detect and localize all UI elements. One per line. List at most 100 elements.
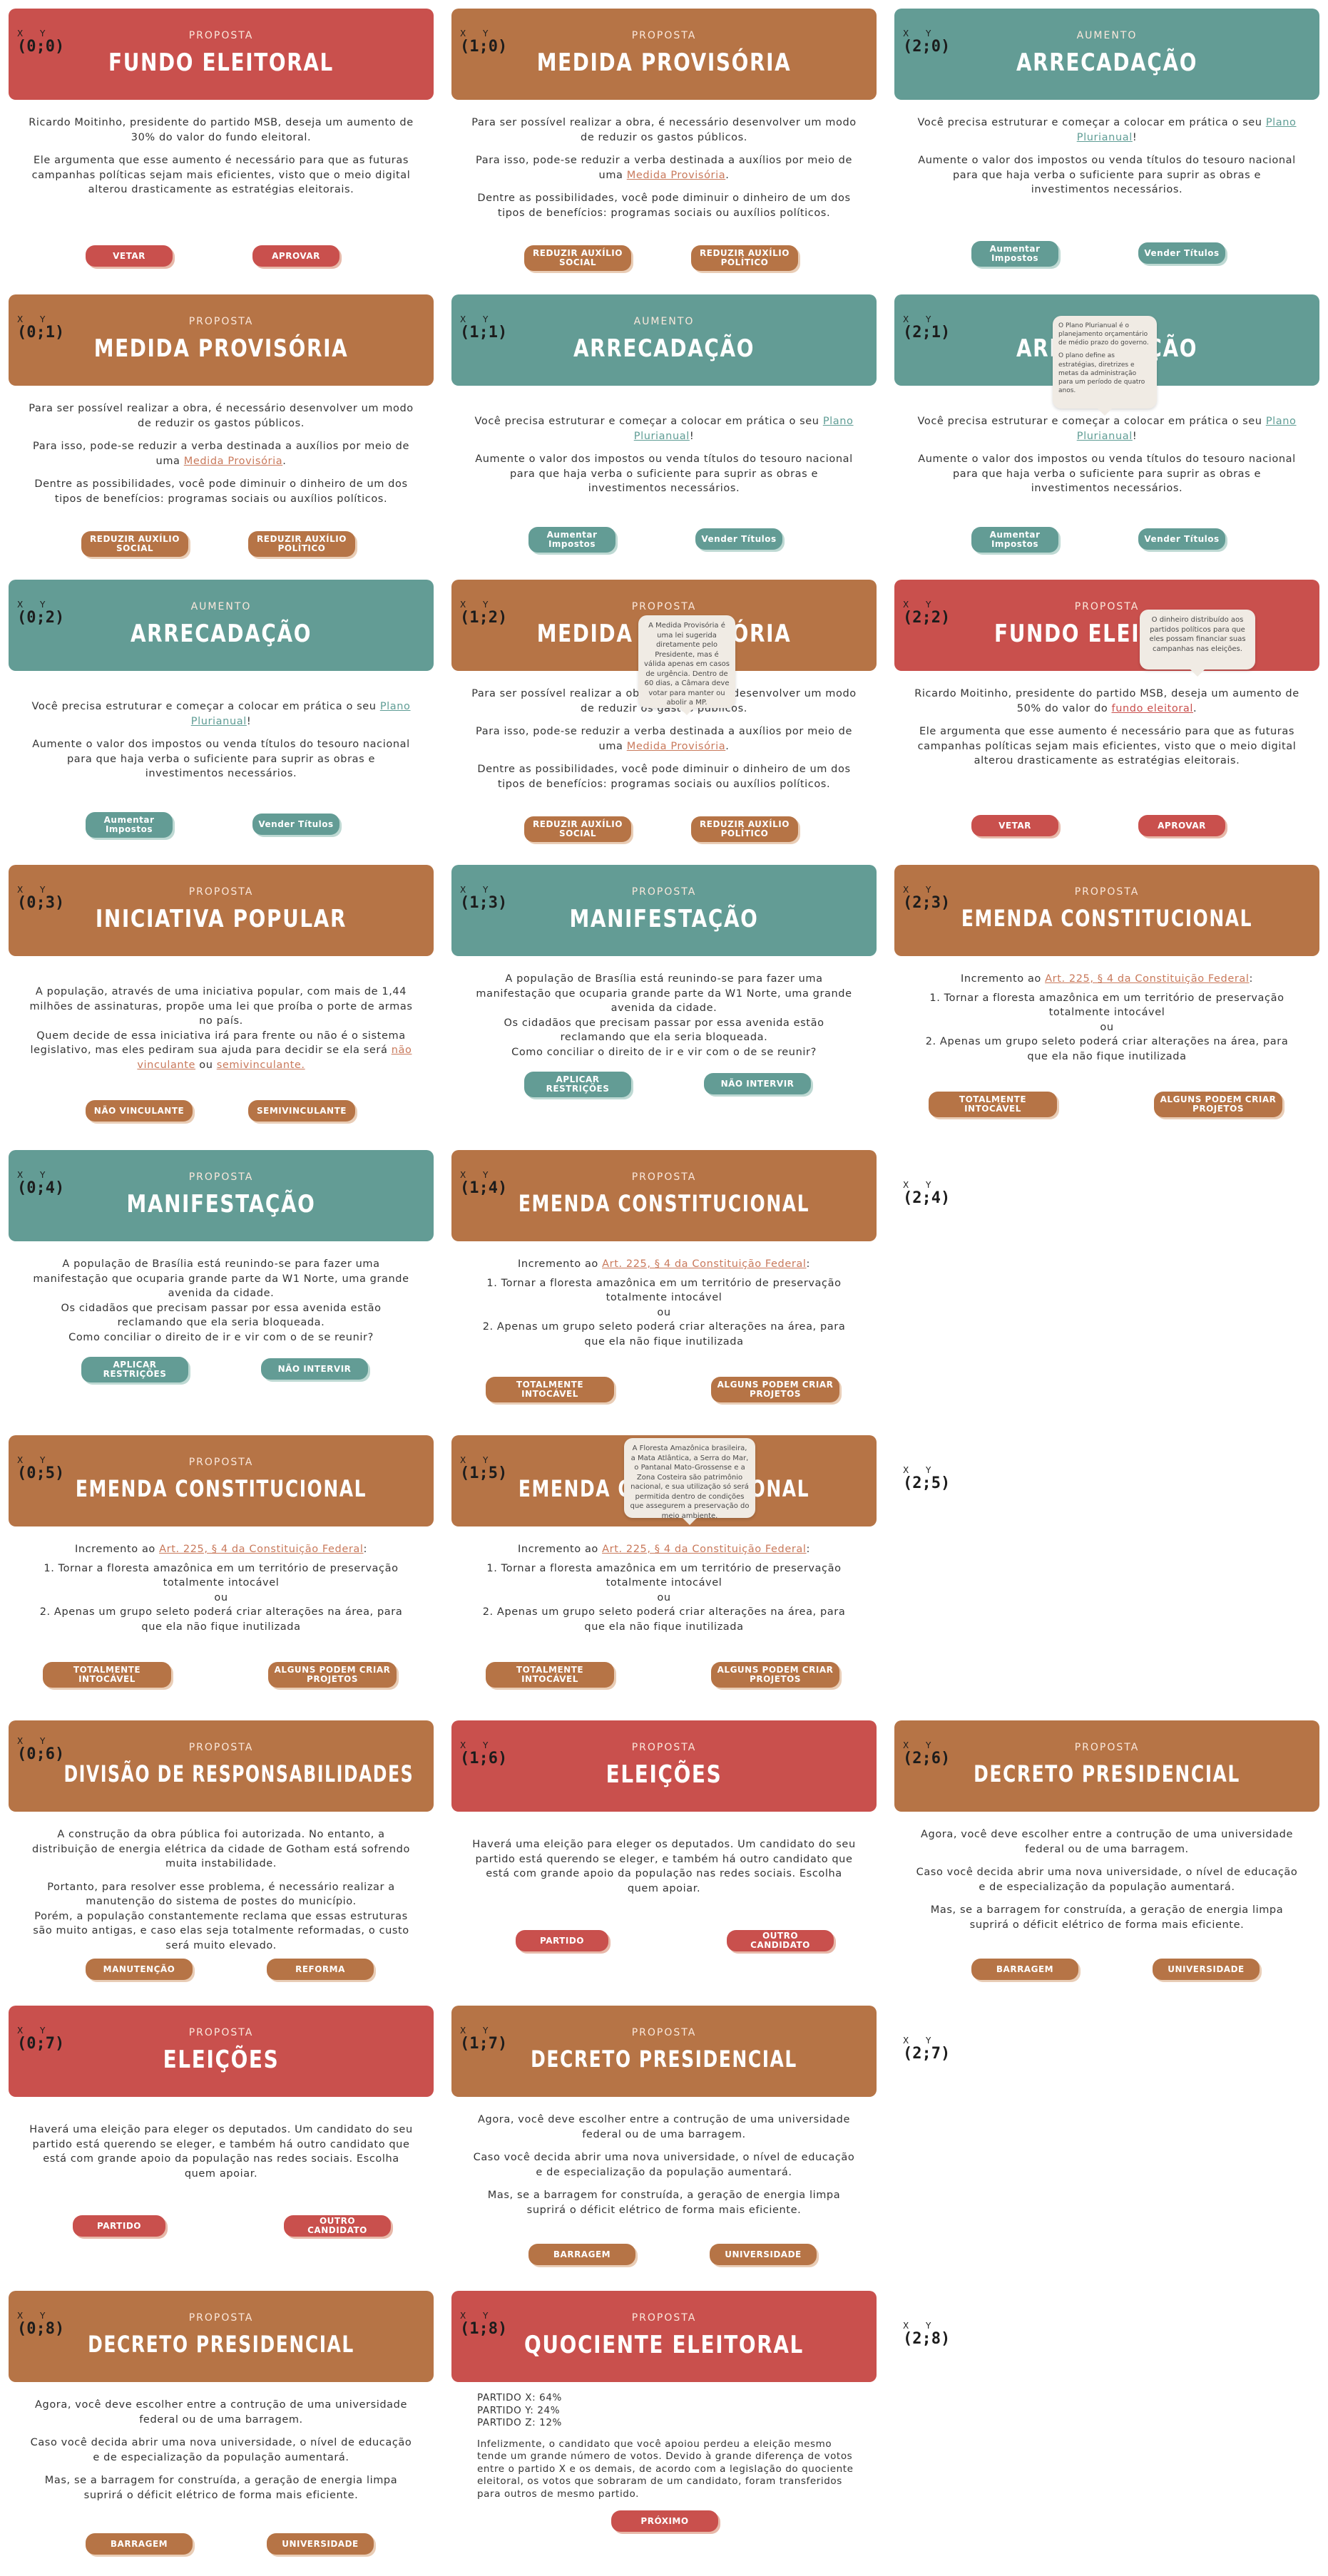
coordinate-label: X Y (1;6) <box>460 1740 508 1767</box>
aumentar-impostos-button[interactable]: Aumentar Impostos <box>971 241 1058 267</box>
nao-intervir-button[interactable]: NÃO INTERVIR <box>261 1358 368 1380</box>
card-text: Como conciliar o direito de ir e vir com… <box>68 1331 374 1343</box>
semivinculante-link[interactable]: semivinculante. <box>216 1059 305 1071</box>
card-subtitle: PROPOSTA <box>631 1171 697 1183</box>
card-1-0: PROPOSTA MEDIDA PROVISÓRIA X Y (1;0) Para… <box>451 9 877 294</box>
plano-plurianual-link[interactable]: Plano Plurianual <box>190 701 411 727</box>
outro-candidato-button[interactable]: OUTRO CANDIDATO <box>727 1930 834 1951</box>
universidade-button[interactable]: UNIVERSIDADE <box>710 2244 817 2265</box>
card-text: Você precisa estruturar e começar a colo… <box>917 416 1297 442</box>
aumentar-impostos-button[interactable]: Aumentar Impostos <box>528 527 616 553</box>
barragem-button[interactable]: BARRAGEM <box>86 2533 193 2555</box>
vetar-button[interactable]: VETAR <box>86 245 173 267</box>
nao-intervir-button[interactable]: NÃO INTERVIR <box>704 1073 811 1094</box>
barragem-button[interactable]: BARRAGEM <box>971 1959 1078 1980</box>
reduzir-auxilio-politico-button[interactable]: REDUZIR AUXÍLIO POLÍTICO <box>248 531 355 557</box>
vender-titulos-button[interactable]: Vender Títulos <box>1138 528 1225 550</box>
plano-plurianual-link[interactable]: Plano Plurianual <box>1076 117 1297 143</box>
medida-provisoria-link[interactable]: Medida Provisória <box>626 169 726 181</box>
card-body: Você precisa estruturar e começar a colo… <box>914 116 1299 206</box>
party-x-result: PARTIDO X: 64% <box>477 2392 562 2403</box>
card-body: Ricardo Moitinho, presidente do partido … <box>914 687 1299 777</box>
card-text: Agora, você deve escolher entre a contru… <box>478 2114 850 2140</box>
plano-plurianual-link[interactable]: Plano Plurianual <box>1076 416 1297 442</box>
fundo-eleitoral-link[interactable]: fundo eleitoral <box>1111 702 1194 714</box>
card-header: PROPOSTA DECRETO PRESIDENCIAL <box>894 1720 1319 1812</box>
totalmente-intocavel-button[interactable]: TOTALMENTE INTOCÁVEL <box>486 1377 614 1402</box>
list-item: 1. Tornar a floresta amazônica em um ter… <box>44 1562 399 1589</box>
card-subtitle: PROPOSTA <box>1074 601 1140 612</box>
coordinate-label: X Y (0;8) <box>17 2311 65 2338</box>
nao-vinculante-button[interactable]: NÃO VINCULANTE <box>86 1100 193 1122</box>
vender-titulos-button[interactable]: Vender Títulos <box>252 814 339 835</box>
aplicar-restricoes-button[interactable]: APLICAR RESTRIÇÕES <box>524 1072 631 1097</box>
aprovar-button[interactable]: APROVAR <box>252 245 339 267</box>
card-header: PROPOSTA DECRETO PRESIDENCIAL <box>451 2006 877 2097</box>
vender-titulos-button[interactable]: Vender Títulos <box>1138 242 1225 264</box>
card-body: Para ser possível realizar a obra, é nec… <box>29 401 414 515</box>
card-subtitle: PROPOSTA <box>188 1171 254 1183</box>
aumentar-impostos-button[interactable]: Aumentar Impostos <box>971 527 1058 553</box>
universidade-button[interactable]: UNIVERSIDADE <box>267 2533 374 2555</box>
coordinate-label: X Y (2;3) <box>903 885 951 912</box>
aumentar-impostos-button[interactable]: Aumentar Impostos <box>86 812 173 838</box>
manutencao-button[interactable]: MANUTENÇÃO <box>86 1959 193 1980</box>
partido-button[interactable]: PARTIDO <box>73 2215 165 2237</box>
card-title: DIVISÃO DE RESPONSABILIDADES <box>63 1760 414 1787</box>
reduzir-auxilio-politico-button[interactable]: REDUZIR AUXÍLIO POLÍTICO <box>691 816 798 842</box>
totalmente-intocavel-button[interactable]: TOTALMENTE INTOCÁVEL <box>43 1662 171 1688</box>
universidade-button[interactable]: UNIVERSIDADE <box>1153 1959 1260 1980</box>
coordinate-label: X Y (0;0) <box>17 29 65 56</box>
fundo-eleitoral-tooltip: O dinheiro distribuído aos partidos polí… <box>1140 610 1255 677</box>
card-2-7: X Y (2;7) <box>894 2006 1319 2291</box>
constituicao-link[interactable]: Art. 225, § 4 da Constituição Federal <box>602 1544 807 1555</box>
reduzir-auxilio-social-button[interactable]: REDUZIR AUXÍLIO SOCIAL <box>524 245 631 271</box>
card-title: QUOCIENTE ELEITORAL <box>524 2331 804 2359</box>
card-text: Aumente o valor dos impostos ou venda tí… <box>475 453 853 495</box>
plano-plurianual-link[interactable]: Plano Plurianual <box>633 416 854 442</box>
alguns-podem-criar-projetos-button[interactable]: ALGUNS PODEM CRIAR PROJETOS <box>1154 1092 1282 1117</box>
alguns-podem-criar-projetos-button[interactable]: ALGUNS PODEM CRIAR PROJETOS <box>711 1377 839 1402</box>
nao-vinculante-link[interactable]: não vinculante <box>137 1045 412 1071</box>
card-0-7: PROPOSTA ELEIÇÕES X Y (0;7) Haverá uma el… <box>9 2006 434 2291</box>
card-title: EMENDA CONSTITUCIONAL <box>75 1475 367 1502</box>
card-body: A construção da obra pública foi autoriz… <box>29 1827 414 1962</box>
aplicar-restricoes-button[interactable]: APLICAR RESTRIÇÕES <box>81 1357 188 1382</box>
card-header: PROPOSTA MANIFESTAÇÃO <box>451 865 877 956</box>
constituicao-link[interactable]: Art. 225, § 4 da Constituição Federal <box>1045 973 1250 985</box>
card-1-5: PROPOSTA EMENDA CONSTITUCIONAL X Y(1;5) … <box>451 1435 877 1720</box>
card-text: Você precisa estruturar e começar a colo… <box>31 701 411 727</box>
medida-provisoria-link[interactable]: Medida Provisória <box>626 740 726 752</box>
card-header: PROPOSTA MANIFESTAÇÃO <box>9 1150 434 1241</box>
reduzir-auxilio-social-button[interactable]: REDUZIR AUXÍLIO SOCIAL <box>81 531 188 557</box>
barragem-button[interactable]: BARRAGEM <box>528 2244 635 2265</box>
card-text: Portanto, para resolver esse problema, é… <box>47 1881 395 1908</box>
aprovar-button[interactable]: APROVAR <box>1138 815 1225 836</box>
coordinate-label: X Y (1;0) <box>460 29 508 56</box>
card-text: Aumente o valor dos impostos ou venda tí… <box>918 155 1296 196</box>
card-text: Agora, você deve escolher entre a contru… <box>35 2399 407 2426</box>
partido-button[interactable]: PARTIDO <box>516 1930 608 1951</box>
alguns-podem-criar-projetos-button[interactable]: ALGUNS PODEM CRIAR PROJETOS <box>711 1662 839 1688</box>
alguns-podem-criar-projetos-button[interactable]: ALGUNS PODEM CRIAR PROJETOS <box>268 1662 397 1688</box>
outro-candidato-button[interactable]: OUTRO CANDIDATO <box>284 2215 391 2237</box>
totalmente-intocavel-button[interactable]: TOTALMENTE INTOCÁVEL <box>929 1092 1057 1117</box>
card-title: ARRECADAÇÃO <box>573 334 755 363</box>
constituicao-link[interactable]: Art. 225, § 4 da Constituição Federal <box>159 1544 364 1555</box>
constituicao-link[interactable]: Art. 225, § 4 da Constituição Federal <box>602 1258 807 1270</box>
proximo-button[interactable]: PRÓXIMO <box>611 2510 718 2532</box>
reduzir-auxilio-social-button[interactable]: REDUZIR AUXÍLIO SOCIAL <box>524 816 631 842</box>
coordinate-label: X Y (1;1) <box>460 314 508 342</box>
vetar-button[interactable]: VETAR <box>971 815 1058 836</box>
reforma-button[interactable]: REFORMA <box>267 1959 374 1980</box>
semivinculante-button[interactable]: SEMIVINCULANTE <box>248 1100 355 1122</box>
vender-titulos-button[interactable]: Vender Títulos <box>695 528 782 550</box>
reduzir-auxilio-politico-button[interactable]: REDUZIR AUXÍLIO POLÍTICO <box>691 245 798 271</box>
medida-provisoria-link[interactable]: Medida Provisória <box>183 455 283 467</box>
card-header: PROPOSTA INICIATIVA POPULAR <box>9 865 434 956</box>
card-header: PROPOSTA MEDIDA PROVISÓRIA <box>451 9 877 100</box>
totalmente-intocavel-button[interactable]: TOTALMENTE INTOCÁVEL <box>486 1662 614 1688</box>
coordinate-label: X Y (1;2) <box>460 600 508 627</box>
card-header: PROPOSTA QUOCIENTE ELEITORAL <box>451 2291 877 2382</box>
party-z-result: PARTIDO Z: 12% <box>477 2417 562 2429</box>
